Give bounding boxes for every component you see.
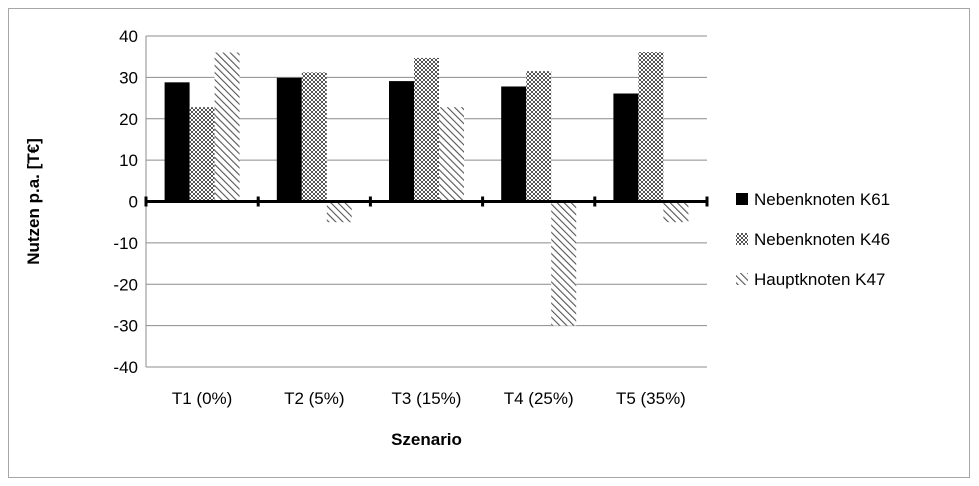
bar-hauptknoten-k47-2 xyxy=(326,201,352,223)
legend: Nebenknoten K61 Nebenknoten K46 Hauptknote… xyxy=(736,190,890,289)
bar-nebenknoten-k46-3 xyxy=(414,57,439,202)
bar-nebenknoten-k61-5 xyxy=(613,93,639,202)
bar-nebenknoten-k46-1 xyxy=(189,107,215,202)
axes xyxy=(144,36,709,367)
y-tick-label: -30 xyxy=(113,317,138,336)
legend-swatch xyxy=(736,233,748,245)
bar-nebenknoten-k61-4 xyxy=(501,86,527,202)
bar-chart: 40 30 20 10 0 -10 -20 -30 -40 T1 (0%) T2 (5%) T3 (1… xyxy=(24,27,890,449)
bar-hauptknoten-k47-5 xyxy=(663,201,689,223)
bar-nebenknoten-k46-5 xyxy=(638,52,664,202)
x-tick-label: T5 (35%) xyxy=(616,389,686,408)
y-tick-label: 10 xyxy=(119,151,138,170)
legend-label: Nebenknoten K46 xyxy=(754,230,890,249)
bar-hauptknoten-k47-3 xyxy=(439,107,464,202)
legend-swatch xyxy=(736,273,748,285)
bar-hauptknoten-k47-4 xyxy=(551,201,577,326)
bars xyxy=(164,52,689,326)
y-tick-label: 20 xyxy=(119,110,138,129)
x-axis-title: Szenario xyxy=(391,430,462,449)
legend-swatch xyxy=(736,193,748,205)
axis-labels: 40 30 20 10 0 -10 -20 -30 -40 T1 (0%) T2 (5%) T3 (1… xyxy=(113,27,685,408)
legend-label: Hauptknoten K47 xyxy=(754,270,885,289)
bar-nebenknoten-k61-3 xyxy=(389,81,414,202)
bar-hauptknoten-k47-1 xyxy=(214,52,240,202)
y-tick-label: 30 xyxy=(119,68,138,87)
bar-nebenknoten-k61-1 xyxy=(164,82,190,202)
x-tick-label: T3 (15%) xyxy=(392,389,462,408)
x-tick-label: T4 (25%) xyxy=(504,389,574,408)
y-tick-label: -20 xyxy=(113,275,138,294)
y-tick-label: -10 xyxy=(113,234,138,253)
bar-nebenknoten-k46-4 xyxy=(526,71,552,202)
y-tick-label: -40 xyxy=(113,358,138,377)
legend-label: Nebenknoten K61 xyxy=(754,190,890,209)
y-tick-label: 0 xyxy=(129,193,138,212)
y-axis-title: Nutzen p.a. [T€] xyxy=(24,138,43,265)
bar-nebenknoten-k46-2 xyxy=(301,72,327,202)
x-tick-label: T1 (0%) xyxy=(172,389,232,408)
chart-area: 40 30 20 10 0 -10 -20 -30 -40 T1 (0%) T2 (5%) T3 (1… xyxy=(8,8,970,478)
x-tick-label: T2 (5%) xyxy=(284,389,344,408)
y-tick-label: 40 xyxy=(119,27,138,46)
bar-nebenknoten-k61-2 xyxy=(276,77,302,202)
